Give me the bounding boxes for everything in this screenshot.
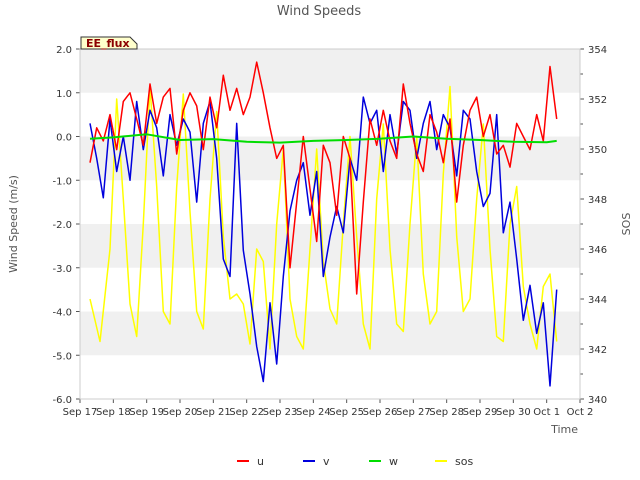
y2-axis-label: SOS bbox=[620, 213, 633, 236]
x-tick-label: Sep 27 bbox=[396, 407, 431, 418]
badge-label: EE_flux bbox=[86, 37, 130, 50]
x-tick-label: Sep 24 bbox=[296, 407, 331, 418]
legend: u v w sos bbox=[237, 455, 473, 468]
y2-tick-label: 342 bbox=[588, 345, 607, 356]
x-tick-label: Sep 30 bbox=[496, 407, 531, 418]
y-tick-label: -3.0 bbox=[52, 264, 72, 275]
x-tick-label: Sep 17 bbox=[63, 407, 98, 418]
x-tick-label: Sep 20 bbox=[163, 407, 198, 418]
badge: EE_flux bbox=[80, 36, 138, 50]
y2-tick-label: 348 bbox=[588, 195, 607, 206]
x-tick-label: Sep 25 bbox=[329, 407, 364, 418]
series-line-sos bbox=[89, 85, 558, 350]
badge-box bbox=[80, 36, 138, 50]
y2-axis-ticks: 340 342 344 346 348 350 352 354 bbox=[580, 45, 607, 406]
x-tick-label: Sep 29 bbox=[463, 407, 498, 418]
x-tick-label: Sep 21 bbox=[196, 407, 231, 418]
y2-tick-label: 340 bbox=[588, 395, 607, 406]
x-tick-label: Oct 2 bbox=[567, 407, 594, 418]
y-tick-label: -6.0 bbox=[52, 395, 72, 406]
x-tick-label: Sep 18 bbox=[96, 407, 131, 418]
series-line-v bbox=[89, 96, 558, 387]
x-axis-label: Time bbox=[550, 423, 578, 436]
x-tick-label: Sep 22 bbox=[229, 407, 264, 418]
legend-label-sos: sos bbox=[455, 455, 473, 468]
legend-label-v: v bbox=[323, 455, 330, 468]
x-tick-label: Sep 26 bbox=[363, 407, 398, 418]
y-tick-label: -2.0 bbox=[52, 220, 72, 231]
y-tick-label: -4.0 bbox=[52, 308, 72, 319]
plot-band bbox=[80, 180, 580, 224]
y2-tick-label: 350 bbox=[588, 145, 607, 156]
y2-tick-label: 344 bbox=[588, 295, 607, 306]
y2-tick-label: 352 bbox=[588, 95, 607, 106]
y-tick-label: 0.0 bbox=[56, 133, 72, 144]
plot-frame bbox=[79, 48, 581, 400]
y-tick-label: -1.0 bbox=[52, 176, 72, 187]
y-tick-label: 2.0 bbox=[56, 45, 72, 56]
x-tick-label: Sep 19 bbox=[129, 407, 164, 418]
series-line-w bbox=[89, 133, 557, 144]
x-tick-label: Oct 1 bbox=[533, 407, 560, 418]
plot-band bbox=[80, 355, 580, 399]
legend-label-u: u bbox=[257, 455, 264, 468]
x-tick-label: Sep 28 bbox=[429, 407, 464, 418]
y-axis-ticks: -6.0 -5.0 -4.0 -3.0 -2.0 -1.0 0.0 1.0 2.0 bbox=[52, 45, 80, 406]
y2-tick-label: 346 bbox=[588, 245, 607, 256]
plot-band bbox=[80, 49, 580, 93]
plot-bands bbox=[80, 49, 580, 399]
x-tick-label: Sep 23 bbox=[263, 407, 298, 418]
y2-tick-label: 354 bbox=[588, 45, 607, 56]
chart-title: Wind Speeds bbox=[277, 4, 362, 19]
y-tick-label: -5.0 bbox=[52, 351, 72, 362]
series-line-u bbox=[89, 61, 558, 295]
plot-band bbox=[80, 224, 580, 268]
y-axis-label: Wind Speed (m/s) bbox=[7, 175, 20, 273]
legend-label-w: w bbox=[389, 455, 398, 468]
y-tick-label: 1.0 bbox=[56, 89, 72, 100]
series-layer bbox=[89, 61, 558, 387]
